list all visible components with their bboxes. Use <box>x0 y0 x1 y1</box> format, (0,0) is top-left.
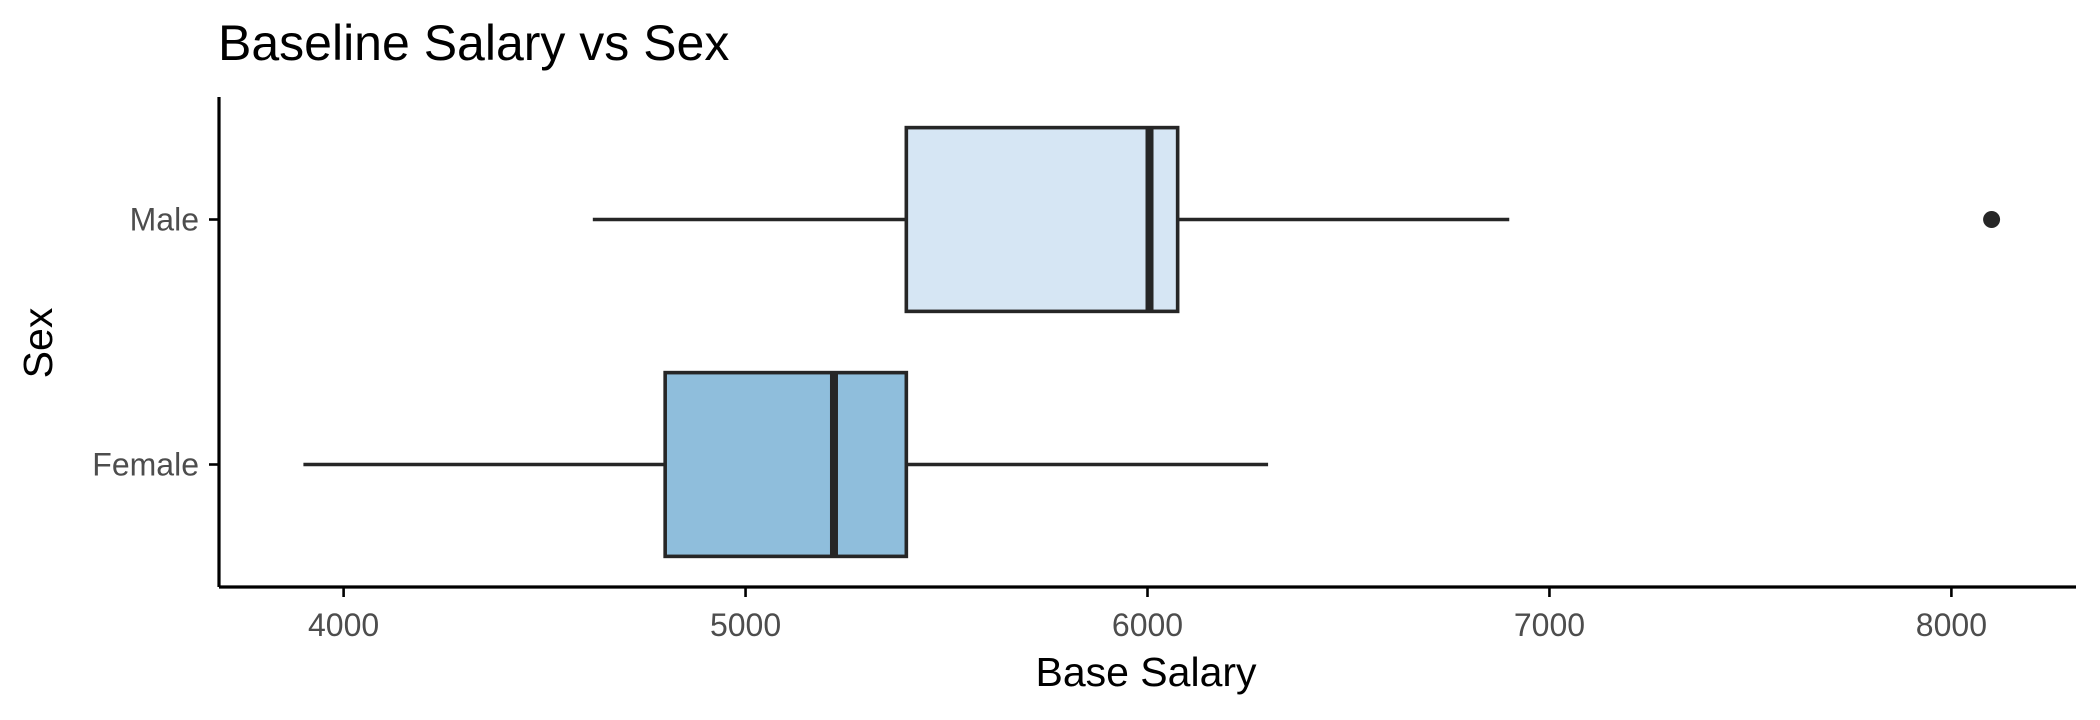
y-axis-ticks: Female Male <box>92 202 219 483</box>
x-tick-label: 4000 <box>308 607 379 643</box>
x-tick-label: 6000 <box>1112 607 1183 643</box>
x-axis-title: Base Salary <box>1035 649 1257 695</box>
box-group-female <box>303 370 1269 559</box>
x-tick-label: 5000 <box>710 607 781 643</box>
y-tick-label-male: Male <box>130 202 199 238</box>
box-male <box>904 125 1180 314</box>
box-female <box>663 370 909 559</box>
x-tick-label: 8000 <box>1916 607 1987 643</box>
x-tick-label: 7000 <box>1514 607 1585 643</box>
outlier-point-male-0 <box>1983 211 2001 228</box>
chart-title: Baseline Salary vs Sex <box>218 15 729 71</box>
y-axis-title: Sex <box>15 307 61 378</box>
x-axis-ticks: 4000 5000 6000 7000 8000 <box>308 587 1987 643</box>
plot-area <box>303 125 2001 559</box>
box-group-male <box>592 125 2001 314</box>
y-tick-label-female: Female <box>92 447 199 483</box>
